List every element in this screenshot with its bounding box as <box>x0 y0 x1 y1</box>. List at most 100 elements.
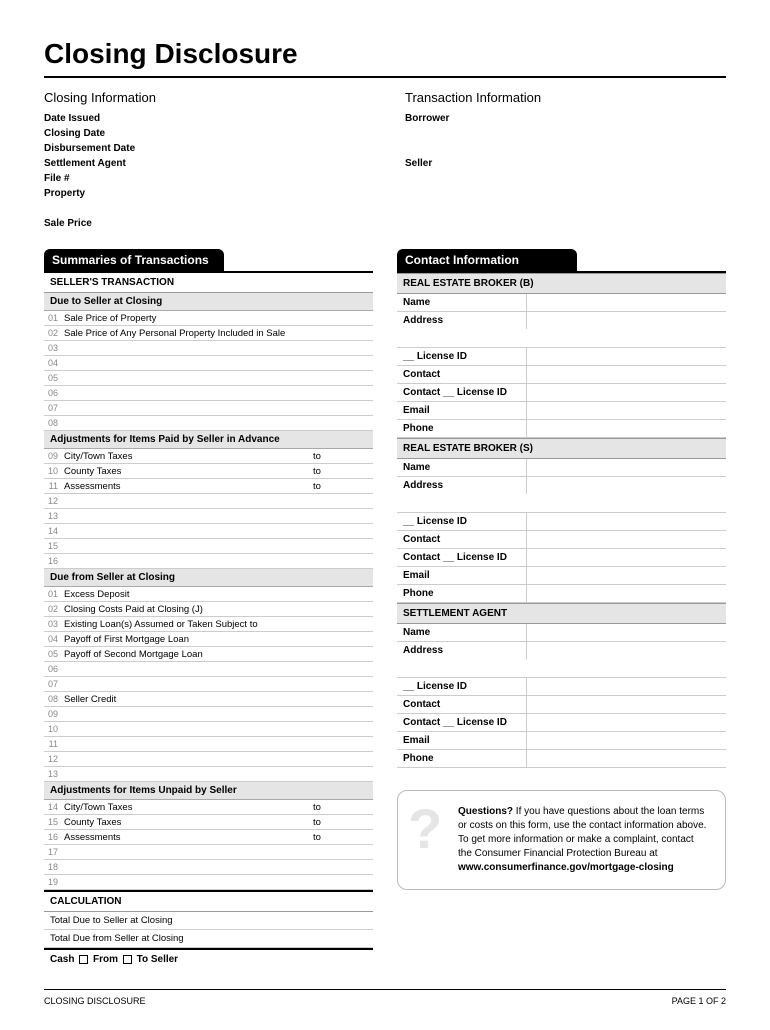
contact-field-value[interactable] <box>527 354 726 360</box>
info-section: Closing Information Date IssuedClosing D… <box>44 90 726 231</box>
table-row: 12 <box>44 752 373 767</box>
row-label: Payoff of First Mortgage Loan <box>62 634 373 645</box>
contact-row: Name <box>397 294 726 312</box>
contact-row: Address <box>397 477 726 513</box>
row-number: 06 <box>44 664 62 674</box>
row-number: 10 <box>44 466 62 476</box>
question-mark-icon: ? <box>408 801 442 857</box>
contact-field-label: Address <box>397 477 527 494</box>
contact-field-value[interactable] <box>527 738 726 744</box>
contact-field-value[interactable] <box>527 756 726 762</box>
contact-field-label: Name <box>397 294 527 311</box>
row-label: Closing Costs Paid at Closing (J) <box>62 604 373 615</box>
contact-field-value[interactable] <box>527 300 726 306</box>
row-number: 11 <box>44 481 62 491</box>
row-number: 06 <box>44 388 62 398</box>
row-to: to <box>313 451 373 462</box>
row-number: 16 <box>44 556 62 566</box>
row-number: 02 <box>44 328 62 338</box>
page-title: Closing Disclosure <box>44 38 726 70</box>
row-number: 05 <box>44 373 62 383</box>
contact-row: __ License ID <box>397 513 726 531</box>
info-label: Disbursement Date <box>44 141 365 156</box>
contact-row: Email <box>397 732 726 750</box>
contact-row: Phone <box>397 420 726 438</box>
contact-field-label: Contact __ License ID <box>397 549 527 566</box>
contact-field-value[interactable] <box>527 408 726 414</box>
row-label: Sale Price of Any Personal Property Incl… <box>62 328 373 339</box>
due-from-seller-header: Due from Seller at Closing <box>44 569 373 587</box>
row-number: 09 <box>44 709 62 719</box>
contact-row: Email <box>397 567 726 585</box>
cash-from: From <box>93 954 118 965</box>
table-row: 05Payoff of Second Mortgage Loan <box>44 647 373 662</box>
contact-field-value[interactable] <box>527 390 726 396</box>
table-row: 04 <box>44 356 373 371</box>
contact-field-value[interactable] <box>527 573 726 579</box>
contact-field-value[interactable] <box>527 537 726 543</box>
contact-field-value[interactable] <box>527 684 726 690</box>
contact-field-value[interactable] <box>527 702 726 708</box>
contact-field-value[interactable] <box>527 642 726 648</box>
row-number: 03 <box>44 619 62 629</box>
table-row: 15 <box>44 539 373 554</box>
table-row: 08Seller Credit <box>44 692 373 707</box>
row-label: Assessments <box>62 481 313 492</box>
contact-header: Contact Information <box>397 249 577 271</box>
contact-field-value[interactable] <box>527 372 726 378</box>
contact-field-label: __ License ID <box>397 678 527 695</box>
contact-field-label: Phone <box>397 420 527 437</box>
row-number: 13 <box>44 769 62 779</box>
questions-box: ? Questions? If you have questions about… <box>397 790 726 890</box>
table-row: 01Excess Deposit <box>44 587 373 602</box>
adj-unpaid-header: Adjustments for Items Unpaid by Seller <box>44 782 373 800</box>
calc-row: Total Due from Seller at Closing <box>44 930 373 948</box>
table-row: 10 <box>44 722 373 737</box>
row-number: 19 <box>44 877 62 887</box>
contact-field-value[interactable] <box>527 426 726 432</box>
table-row: 03Existing Loan(s) Assumed or Taken Subj… <box>44 617 373 632</box>
row-to: to <box>313 817 373 828</box>
info-label: Sale Price <box>44 216 365 231</box>
contact-field-value[interactable] <box>527 630 726 636</box>
contact-field-value[interactable] <box>527 465 726 471</box>
contact-section-header: SETTLEMENT AGENT <box>397 603 726 624</box>
contact-row: Contact __ License ID <box>397 549 726 567</box>
calc-row: Total Due to Seller at Closing <box>44 912 373 930</box>
info-label: Closing Date <box>44 126 365 141</box>
table-row: 08 <box>44 416 373 431</box>
contact-row: Phone <box>397 750 726 768</box>
to-checkbox[interactable] <box>123 955 132 964</box>
adj-advance-header: Adjustments for Items Paid by Seller in … <box>44 431 373 449</box>
contact-field-value[interactable] <box>527 591 726 597</box>
row-number: 02 <box>44 604 62 614</box>
contact-row: Email <box>397 402 726 420</box>
info-label: Property <box>44 186 365 201</box>
contact-field-label: Email <box>397 732 527 749</box>
transaction-info-col: Transaction Information BorrowerSeller <box>405 90 726 231</box>
from-checkbox[interactable] <box>79 955 88 964</box>
summaries-column: Summaries of Transactions SELLER'S TRANS… <box>44 249 373 969</box>
contact-field-value[interactable] <box>527 519 726 525</box>
table-row: 11Assessmentsto <box>44 479 373 494</box>
contact-row: Name <box>397 459 726 477</box>
table-row: 14City/Town Taxesto <box>44 800 373 815</box>
info-label <box>405 126 726 141</box>
row-number: 14 <box>44 526 62 536</box>
table-row: 02Sale Price of Any Personal Property In… <box>44 326 373 341</box>
row-label: Sale Price of Property <box>62 313 373 324</box>
contact-field-label: Name <box>397 624 527 641</box>
row-label: City/Town Taxes <box>62 451 313 462</box>
row-number: 04 <box>44 358 62 368</box>
row-number: 17 <box>44 847 62 857</box>
contact-field-label: Contact __ License ID <box>397 384 527 401</box>
contact-field-value[interactable] <box>527 720 726 726</box>
contact-field-value[interactable] <box>527 477 726 483</box>
row-label: Seller Credit <box>62 694 373 705</box>
table-row: 07 <box>44 677 373 692</box>
contact-field-value[interactable] <box>527 555 726 561</box>
contact-field-value[interactable] <box>527 312 726 318</box>
info-label: Seller <box>405 156 726 171</box>
table-row: 05 <box>44 371 373 386</box>
row-number: 07 <box>44 403 62 413</box>
